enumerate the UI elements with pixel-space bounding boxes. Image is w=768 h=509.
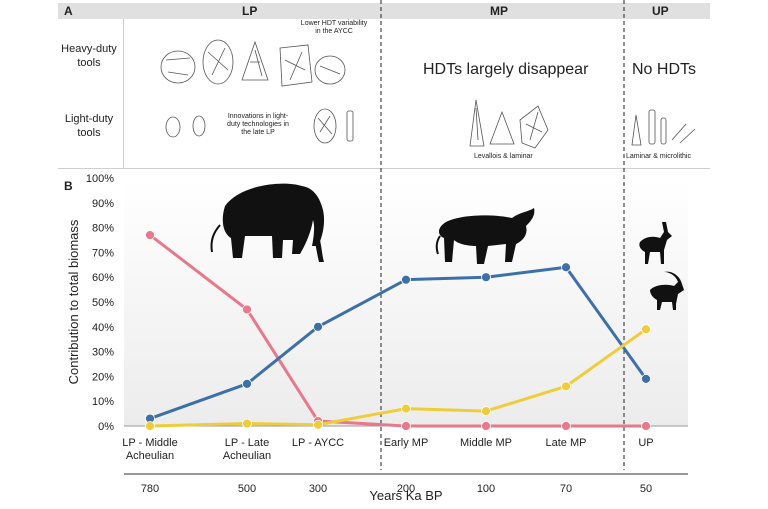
period-up-label: UP [652,4,669,18]
series-2-point [313,419,323,430]
light-duty-row-label: Light-duty tools [64,113,114,139]
x-category-label: LP - AYCC [292,437,344,449]
x-category-label: UP [638,437,653,449]
panel-a-bottom-line [58,168,710,169]
mp-tool-3-sketch [519,105,549,149]
note-lower-hdt: Lower HDT variability in the AYCC [300,20,368,35]
light-tool-4-sketch [346,110,354,142]
year-label: 100 [477,483,495,495]
mp-light-text: Levallois & laminar [474,153,533,160]
panel-a-vertical-divider [123,19,124,169]
y-tick-label: 80% [92,223,114,235]
panel-b-label: B [64,179,73,193]
tool-sketches [160,39,696,149]
heavy-tool-4-sketch [279,44,313,87]
series-1-point [561,262,571,273]
up-tool-3-sketch [660,117,667,145]
year-label: 200 [397,483,415,495]
x-category-label: LP - Late Acheulian [223,437,271,462]
series-2-point [561,381,571,392]
elephant-silhouette [210,183,325,262]
mp-tool-2-sketch [489,110,515,145]
y-tick-label: 70% [92,247,114,259]
y-tick-label: 0% [98,421,114,433]
heavy-duty-row-label: Heavy-duty tools [61,43,117,69]
y-tick-label: 60% [92,272,114,284]
y-tick-label: 20% [92,371,114,383]
period-lp-label: LP [242,4,258,18]
year-label: 500 [238,483,256,495]
x-category-label: LP - Middle Acheulian [122,437,177,462]
series-2-point [481,406,491,417]
heavy-tool-5-sketch [314,55,346,85]
y-tick-label: 50% [92,297,114,309]
panel-a-header-bar [58,3,710,19]
light-tool-3-sketch [313,108,337,144]
mp-tool-1-sketch [469,99,485,147]
year-label: 70 [560,483,572,495]
gazelle-silhouette [639,222,672,264]
year-label: 780 [141,483,159,495]
goat-silhouette [650,271,684,310]
series-1-point [481,272,491,283]
plot-background [124,178,688,426]
y-tick-label: 100% [86,173,114,185]
series-0-point [561,421,571,431]
series-2-point [401,403,411,414]
note-innovations: Innovations in light-duty technologies i… [227,113,289,136]
light-tool-2-sketch [192,115,206,137]
y-tick-label: 30% [92,347,114,359]
panel-a-label: A [64,4,73,18]
mp-heavy-text: HDTs largely disappear [423,61,589,78]
series-2-point [242,418,252,429]
up-tool-2-sketch [648,109,656,145]
aurochs-silhouette [435,208,535,264]
series-2-point [641,324,651,335]
period-mp-label: MP [490,4,508,18]
series-0-point [145,230,155,240]
heavy-tool-3-sketch [241,40,269,81]
series-1-point [641,373,651,384]
series-0-point [641,421,651,431]
year-label: 300 [309,483,327,495]
heavy-tool-1-sketch [160,50,196,84]
x-category-label: Early MP [384,437,429,449]
y-tick-label: 10% [92,396,114,408]
up-light-text: Laminar & microlithic [626,153,691,160]
y-axis-title: Contribution to total biomass [66,219,81,384]
y-tick-label: 90% [92,198,114,210]
x-category-label: Late MP [546,437,587,449]
up-tool-5-sketch [679,128,696,144]
series-0-point [242,304,252,315]
up-tool-4-sketch [671,123,687,141]
heavy-tool-2-sketch [202,39,234,85]
series-2-point [145,421,155,431]
series-0-point [481,421,491,431]
x-category-label: Middle MP [460,437,512,449]
up-heavy-text: No HDTs [632,61,697,78]
series-1-point [401,274,411,285]
y-tick-label: 40% [92,322,114,334]
up-tool-1-sketch [631,114,642,146]
year-label: 50 [640,483,652,495]
series-1-point [242,378,252,389]
series-0-point [401,421,411,431]
x-axis-title: Years Ka BP [369,488,442,503]
series-1-point [313,321,323,332]
light-tool-1-sketch [165,116,181,138]
